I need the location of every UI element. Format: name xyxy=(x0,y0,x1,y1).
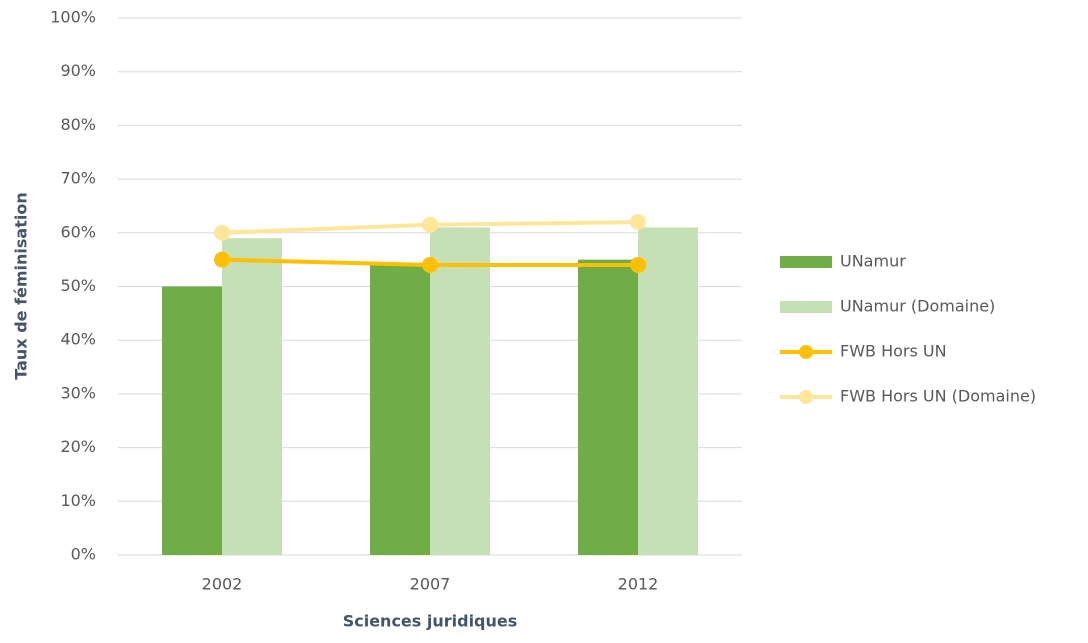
x-axis-label: Sciences juridiques xyxy=(343,612,518,631)
bar xyxy=(162,286,222,555)
y-tick-label: 80% xyxy=(60,115,96,134)
bar xyxy=(222,238,282,556)
bar xyxy=(370,265,430,555)
x-tick-label: 2007 xyxy=(410,575,451,594)
y-tick-label: 60% xyxy=(60,222,96,241)
y-tick-label: 20% xyxy=(60,437,96,456)
x-tick-label: 2002 xyxy=(202,575,243,594)
y-tick-label: 70% xyxy=(60,169,96,188)
legend-marker xyxy=(799,390,813,404)
bar xyxy=(430,227,490,555)
legend-swatch xyxy=(780,301,832,313)
legend-label: FWB Hors UN (Domaine) xyxy=(840,387,1036,406)
y-tick-label: 30% xyxy=(60,383,96,402)
y-tick-label: 10% xyxy=(60,491,96,510)
bar xyxy=(638,227,698,555)
y-axis-label: Taux de féminisation xyxy=(12,192,31,379)
y-tick-label: 50% xyxy=(60,276,96,295)
y-tick-label: 0% xyxy=(71,545,96,564)
legend-swatch xyxy=(780,256,832,268)
legend-label: UNamur (Domaine) xyxy=(840,297,995,316)
line-marker xyxy=(422,216,438,233)
bar xyxy=(578,259,638,555)
line-marker xyxy=(214,224,230,241)
line-marker xyxy=(422,257,438,274)
line-marker xyxy=(214,251,230,268)
legend-label: FWB Hors UN xyxy=(840,342,947,361)
line-marker xyxy=(630,214,646,231)
y-tick-label: 40% xyxy=(60,330,96,349)
y-tick-label: 90% xyxy=(60,61,96,80)
legend-label: UNamur xyxy=(840,252,906,271)
line-marker xyxy=(630,257,646,274)
legend-marker xyxy=(799,345,813,359)
y-tick-label: 100% xyxy=(50,8,96,27)
x-tick-label: 2012 xyxy=(618,575,659,594)
